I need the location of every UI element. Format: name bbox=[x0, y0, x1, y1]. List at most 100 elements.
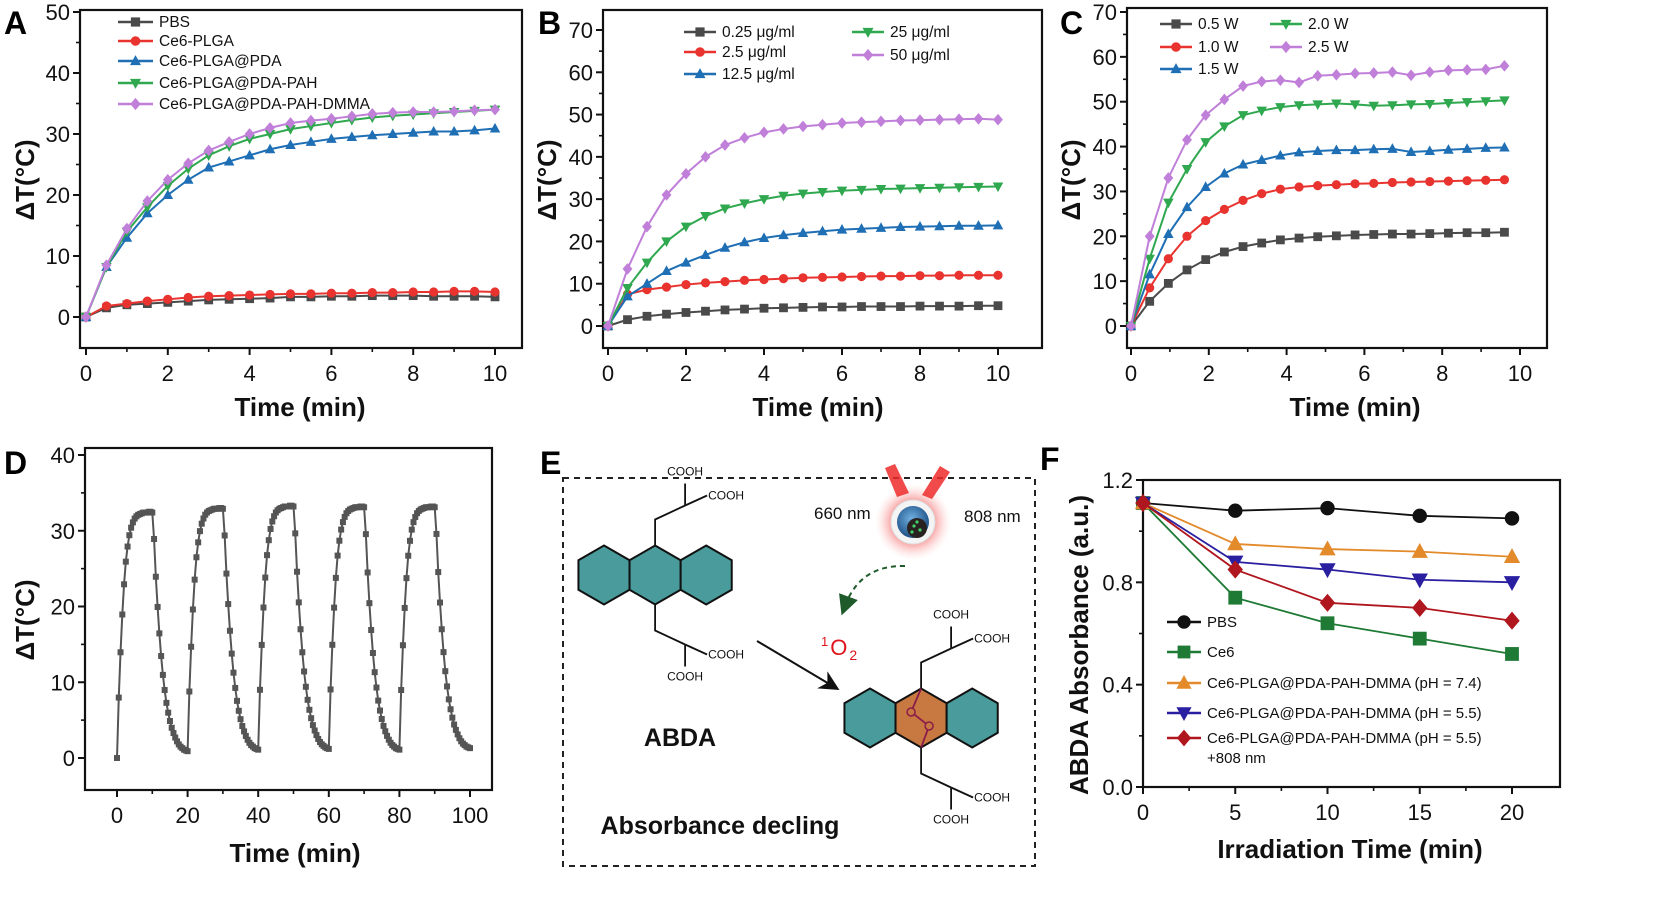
data-point bbox=[739, 132, 750, 144]
series-f-2 bbox=[1136, 496, 1519, 661]
data-point bbox=[720, 139, 730, 151]
data-point bbox=[1320, 616, 1335, 631]
data-point bbox=[264, 143, 276, 154]
legend-label: 0.5 W bbox=[1198, 16, 1239, 33]
data-point bbox=[1163, 278, 1173, 288]
legend-swatch-marker bbox=[1171, 19, 1181, 29]
legend-label: PBS bbox=[1207, 614, 1237, 631]
plot-frame bbox=[78, 8, 524, 350]
legend-label: 50 μg/ml bbox=[890, 47, 950, 64]
data-point bbox=[1349, 144, 1361, 155]
data-point bbox=[401, 604, 408, 611]
data-point bbox=[306, 114, 316, 127]
legend-item: 0.5 W bbox=[1160, 16, 1239, 33]
data-point bbox=[326, 288, 336, 298]
data-point bbox=[1406, 69, 1417, 82]
x-tick-label: 4 bbox=[243, 361, 255, 386]
y-tick-label: 50 bbox=[46, 0, 70, 25]
data-point bbox=[1293, 101, 1305, 111]
data-point bbox=[798, 120, 808, 133]
data-point bbox=[285, 289, 296, 299]
data-point bbox=[490, 287, 500, 297]
data-point bbox=[1227, 560, 1243, 579]
data-point bbox=[915, 114, 925, 126]
data-point bbox=[1331, 180, 1341, 190]
panel-letter-d: D bbox=[4, 445, 27, 481]
singlet-oxygen-label: 1O 2 bbox=[821, 634, 857, 663]
x-axis-title: Time (min) bbox=[1290, 392, 1421, 422]
legend-label: 2.5 W bbox=[1308, 39, 1349, 56]
data-point bbox=[193, 554, 200, 561]
data-point bbox=[856, 116, 867, 129]
data-point bbox=[162, 189, 174, 200]
reaction-arrow bbox=[756, 640, 840, 691]
chart-a: 0 2 4 6 8 10 0 10 20 30 40 50 Time (min) ΔT(°C) PBS Ce6… bbox=[10, 0, 524, 422]
legend-label-line2: +808 nm bbox=[1207, 750, 1266, 767]
bond bbox=[684, 643, 708, 656]
legend-label: 1.5 W bbox=[1198, 61, 1239, 78]
data-point bbox=[451, 721, 458, 728]
data-point bbox=[490, 103, 500, 116]
x-axis-title: Time (min) bbox=[230, 838, 361, 868]
data-point bbox=[1275, 184, 1285, 194]
series-c-5 bbox=[1126, 60, 1510, 332]
panel-letter-c: C bbox=[1060, 5, 1083, 41]
x-tick-label: 2 bbox=[680, 361, 692, 386]
data-point bbox=[778, 229, 789, 240]
legend-swatch-marker bbox=[1280, 40, 1292, 54]
data-point bbox=[203, 144, 214, 157]
legend-swatch-marker bbox=[1176, 674, 1192, 689]
data-point bbox=[405, 552, 412, 559]
data-point bbox=[444, 683, 451, 690]
series-d-cycles bbox=[114, 502, 473, 762]
data-point bbox=[267, 525, 274, 532]
legend-label: Ce6-PLGA@PDA bbox=[159, 53, 282, 70]
data-point bbox=[388, 287, 398, 298]
data-point bbox=[953, 220, 965, 230]
data-point bbox=[641, 278, 653, 288]
data-point bbox=[954, 270, 964, 280]
dashed-frame bbox=[562, 477, 1036, 867]
data-point bbox=[262, 574, 269, 581]
data-point bbox=[954, 301, 964, 311]
data-point bbox=[993, 270, 1003, 280]
data-point bbox=[115, 694, 122, 701]
laser-label-660: 660 nm bbox=[814, 504, 871, 523]
data-point bbox=[973, 182, 984, 193]
legend-label: 2.5 μg/ml bbox=[722, 44, 786, 61]
legend-item: PBS bbox=[118, 14, 190, 31]
data-point bbox=[447, 706, 454, 713]
data-point bbox=[449, 286, 459, 296]
data-point bbox=[1227, 535, 1244, 551]
data-point bbox=[1462, 64, 1473, 76]
legend-swatch-marker bbox=[1177, 645, 1191, 659]
data-point bbox=[1219, 167, 1230, 178]
series-line bbox=[1142, 502, 1513, 655]
data-point bbox=[1312, 100, 1323, 111]
data-point bbox=[81, 311, 91, 323]
data-point bbox=[1462, 228, 1472, 238]
data-point bbox=[1387, 143, 1398, 153]
plot-frame bbox=[601, 8, 1044, 350]
x-tick-label: 0 bbox=[1125, 361, 1137, 386]
data-point bbox=[142, 296, 152, 306]
legend-label: 12.5 μg/ml bbox=[722, 66, 795, 83]
data-point bbox=[327, 686, 334, 693]
data-point bbox=[700, 151, 711, 163]
y-tick-label: 20 bbox=[51, 595, 75, 620]
data-point bbox=[720, 305, 730, 315]
data-point bbox=[1505, 647, 1519, 661]
data-point bbox=[338, 526, 345, 533]
series-b-5 bbox=[603, 112, 1003, 332]
data-point bbox=[993, 301, 1003, 311]
y-tick-label: 40 bbox=[569, 145, 593, 170]
x-axis-title: Time (min) bbox=[235, 392, 366, 422]
data-point bbox=[1444, 228, 1453, 238]
legend-label: Ce6-PLGA bbox=[159, 33, 235, 50]
oxygen-atom bbox=[906, 707, 916, 717]
data-point bbox=[739, 275, 750, 285]
data-point bbox=[436, 599, 443, 606]
legend-swatch-marker bbox=[1280, 19, 1292, 30]
legend-item: Ce6-PLGA@PDA bbox=[118, 53, 282, 70]
data-point bbox=[326, 133, 337, 143]
